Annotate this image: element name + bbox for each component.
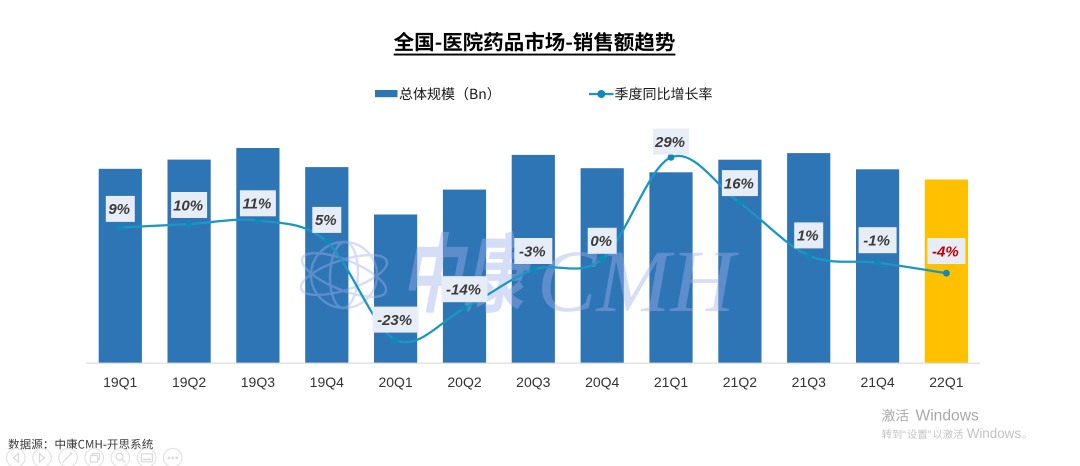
svg-text:9%: 9%	[108, 201, 130, 218]
svg-text:21Q1: 21Q1	[654, 374, 688, 390]
svg-text:16%: 16%	[724, 175, 754, 192]
svg-text:-1%: -1%	[863, 233, 890, 250]
svg-text:Windows: Windows	[967, 426, 1022, 441]
svg-text:-14%: -14%	[446, 282, 481, 299]
svg-text:21Q2: 21Q2	[723, 374, 757, 390]
svg-text:19Q2: 19Q2	[172, 374, 206, 390]
svg-text:”: ”	[928, 429, 932, 441]
svg-text:19Q3: 19Q3	[241, 374, 275, 390]
svg-text:19Q4: 19Q4	[310, 374, 344, 390]
svg-text:20Q4: 20Q4	[585, 374, 619, 390]
svg-text:1%: 1%	[797, 228, 819, 245]
svg-text:Windows: Windows	[916, 408, 979, 425]
svg-text:-23%: -23%	[377, 312, 412, 329]
svg-text:10%: 10%	[173, 197, 203, 214]
svg-text:5%: 5%	[315, 212, 337, 229]
svg-text:21Q4: 21Q4	[860, 374, 894, 390]
svg-text:21Q3: 21Q3	[792, 374, 826, 390]
svg-text:0%: 0%	[590, 233, 612, 250]
svg-text:29%: 29%	[654, 134, 685, 151]
svg-text:-4%: -4%	[932, 243, 959, 260]
svg-text:20Q1: 20Q1	[378, 374, 412, 390]
svg-text:-3%: -3%	[519, 243, 546, 260]
svg-text:22Q1: 22Q1	[929, 374, 963, 390]
svg-text:20Q3: 20Q3	[516, 374, 550, 390]
svg-text:19Q1: 19Q1	[103, 374, 137, 390]
svg-text:11%: 11%	[242, 196, 271, 213]
svg-text:“: “	[902, 429, 906, 441]
svg-text:20Q2: 20Q2	[447, 374, 481, 390]
